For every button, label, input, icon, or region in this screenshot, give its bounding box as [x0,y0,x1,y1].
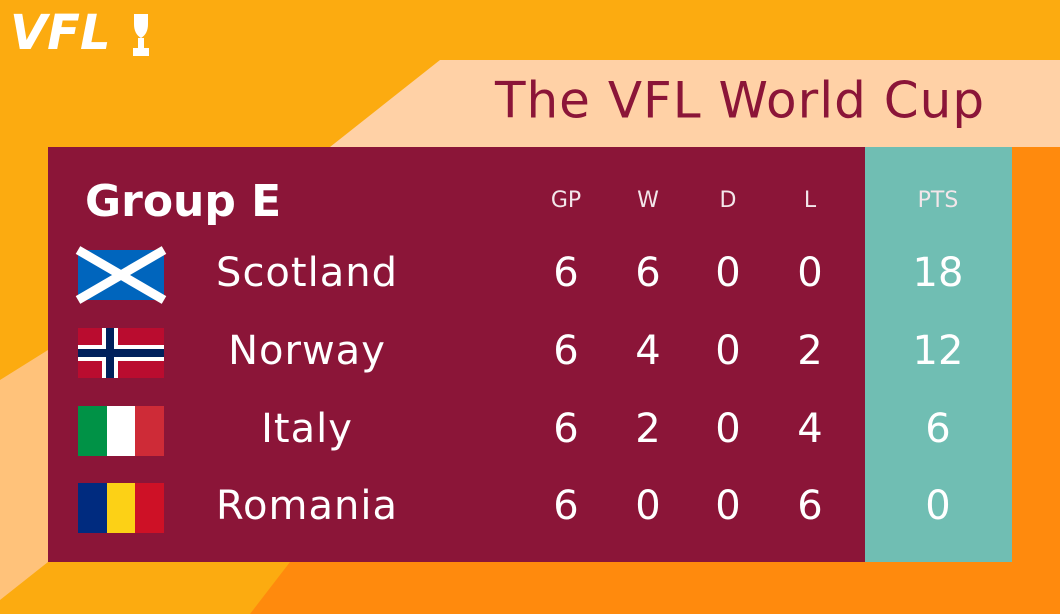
stat-value: 0 [715,250,740,296]
stat-value: 6 [553,328,578,374]
stat-value: 6 [553,406,578,452]
stat-value: 0 [715,483,740,529]
stat-value: 12 [913,328,964,374]
stat-value: 0 [925,483,950,529]
stat-value: 0 [715,328,740,374]
points-column [865,147,1012,562]
column-header: D [720,188,737,213]
bottom-band [250,147,1060,614]
stat-value: 2 [635,406,660,452]
trophy-icon [133,14,149,56]
stat-value: 0 [797,250,822,296]
stat-value: 0 [635,483,660,529]
stat-value: 4 [635,328,660,374]
flag-romania [78,483,164,533]
flag-italy [78,406,164,456]
team-name: Scotland [216,250,398,296]
column-header: L [804,188,817,213]
stat-value: 6 [553,250,578,296]
team-name: Norway [228,328,386,374]
stat-value: 6 [797,483,822,529]
table-body [48,147,865,562]
side-band [0,350,48,600]
group-name: Group E [85,176,281,227]
stat-value: 18 [913,250,964,296]
stat-value: 2 [797,328,822,374]
title-band [330,60,1060,147]
stat-value: 6 [635,250,660,296]
column-header: PTS [918,188,959,213]
title: The VFL World Cup [494,72,985,130]
flag-norway [78,328,164,378]
stat-value: 4 [797,406,822,452]
team-name: Italy [261,406,353,452]
column-header: GP [551,188,581,213]
logo: VFL [10,5,111,61]
stat-value: 0 [715,406,740,452]
flag-scotland [75,246,167,304]
column-header: W [637,188,659,213]
team-name: Romania [216,483,398,529]
stat-value: 6 [925,406,950,452]
stat-value: 6 [553,483,578,529]
